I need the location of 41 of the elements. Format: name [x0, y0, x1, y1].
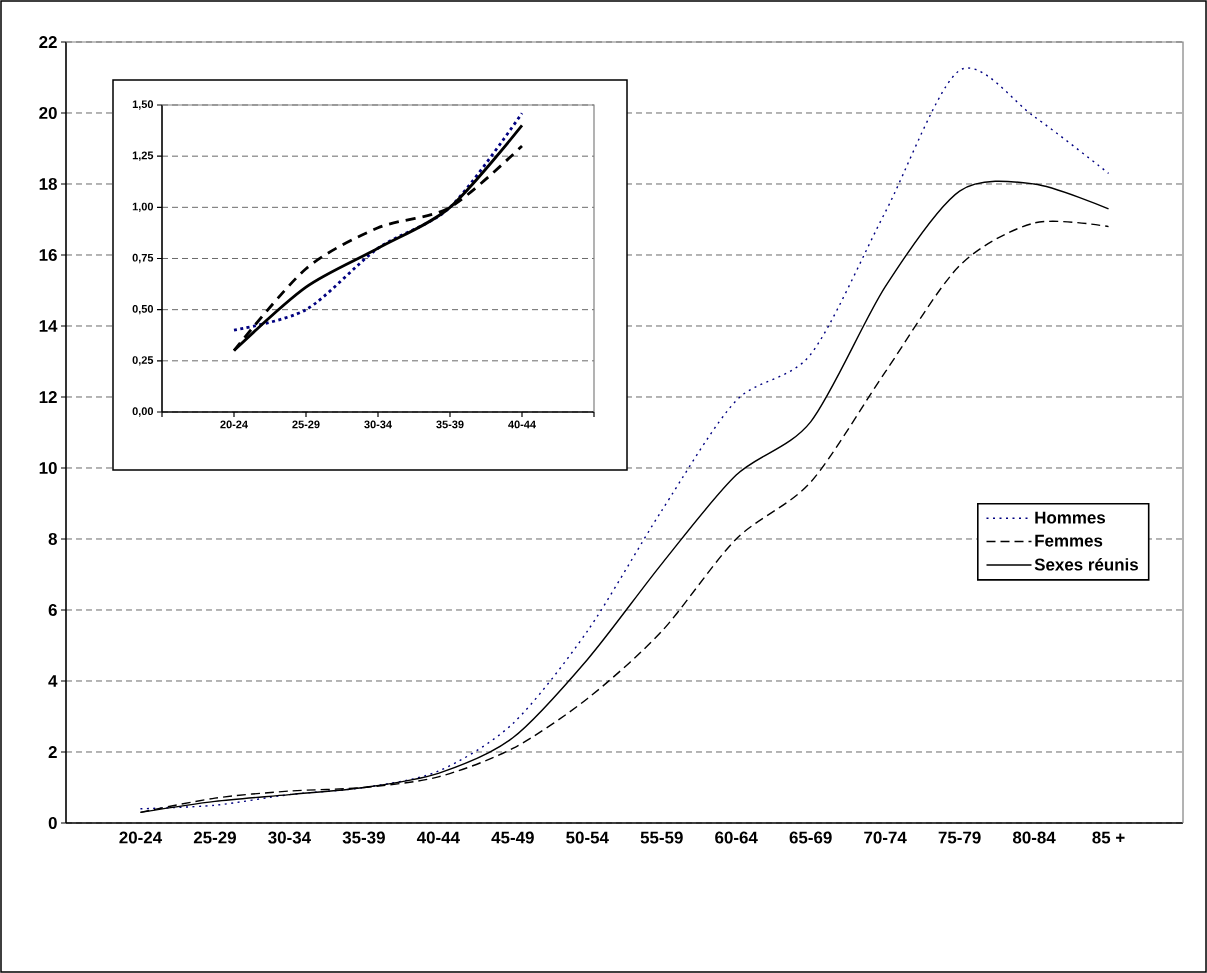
x-tick-label: 40-44: [508, 420, 536, 429]
x-tick-label: 85 +: [1092, 831, 1125, 844]
y-tick-label: 12: [39, 391, 57, 403]
x-tick-label: 70-74: [864, 831, 907, 844]
y-tick-label: 1,00: [132, 202, 154, 213]
y-tick-label: 4: [48, 675, 58, 687]
y-tick-label: 1,50: [132, 100, 154, 110]
y-tick-label: 22: [39, 36, 57, 48]
x-tick-label: 80-84: [1012, 831, 1056, 844]
y-tick-label: 0,00: [132, 407, 154, 417]
x-tick-label: 75-79: [938, 831, 981, 844]
y-tick-label: 8: [48, 533, 57, 545]
x-tick-label: 25-29: [292, 420, 320, 429]
y-tick-label: 0,75: [132, 253, 154, 264]
x-tick-label: 20-24: [119, 831, 163, 844]
legend-label: Sexes réunis: [1034, 558, 1138, 571]
x-tick-label: 30-34: [268, 831, 311, 844]
y-tick-label: 0,25: [132, 356, 154, 366]
y-tick-label: 0,50: [132, 305, 154, 315]
x-tick-label: 45-49: [491, 831, 534, 844]
x-tick-label: 30-34: [364, 420, 392, 429]
x-tick-label: 20-24: [220, 420, 248, 429]
legend-label: Femmes: [1035, 534, 1103, 547]
x-tick-label: 65-69: [789, 831, 832, 844]
x-tick-label: 35-39: [436, 420, 464, 429]
x-tick-label: 50-54: [566, 831, 609, 844]
legend-label: Hommes: [1035, 511, 1106, 524]
x-tick-label: 60-64: [715, 831, 758, 844]
y-tick-label: 14: [39, 320, 58, 332]
y-tick-label: 0: [48, 817, 57, 829]
x-tick-label: 40-44: [416, 831, 460, 844]
y-tick-label: 16: [39, 248, 57, 261]
x-tick-label: 55-59: [640, 831, 683, 844]
x-tick-label: 35-39: [342, 831, 385, 844]
x-tick-label: 25-29: [193, 831, 236, 844]
y-tick-label: 2: [48, 746, 57, 758]
y-tick-label: 1,25: [132, 151, 154, 161]
y-tick-label: 10: [39, 462, 57, 474]
y-tick-label: 6: [48, 604, 57, 616]
y-tick-label: 20: [39, 106, 57, 119]
y-tick-label: 18: [39, 177, 57, 190]
